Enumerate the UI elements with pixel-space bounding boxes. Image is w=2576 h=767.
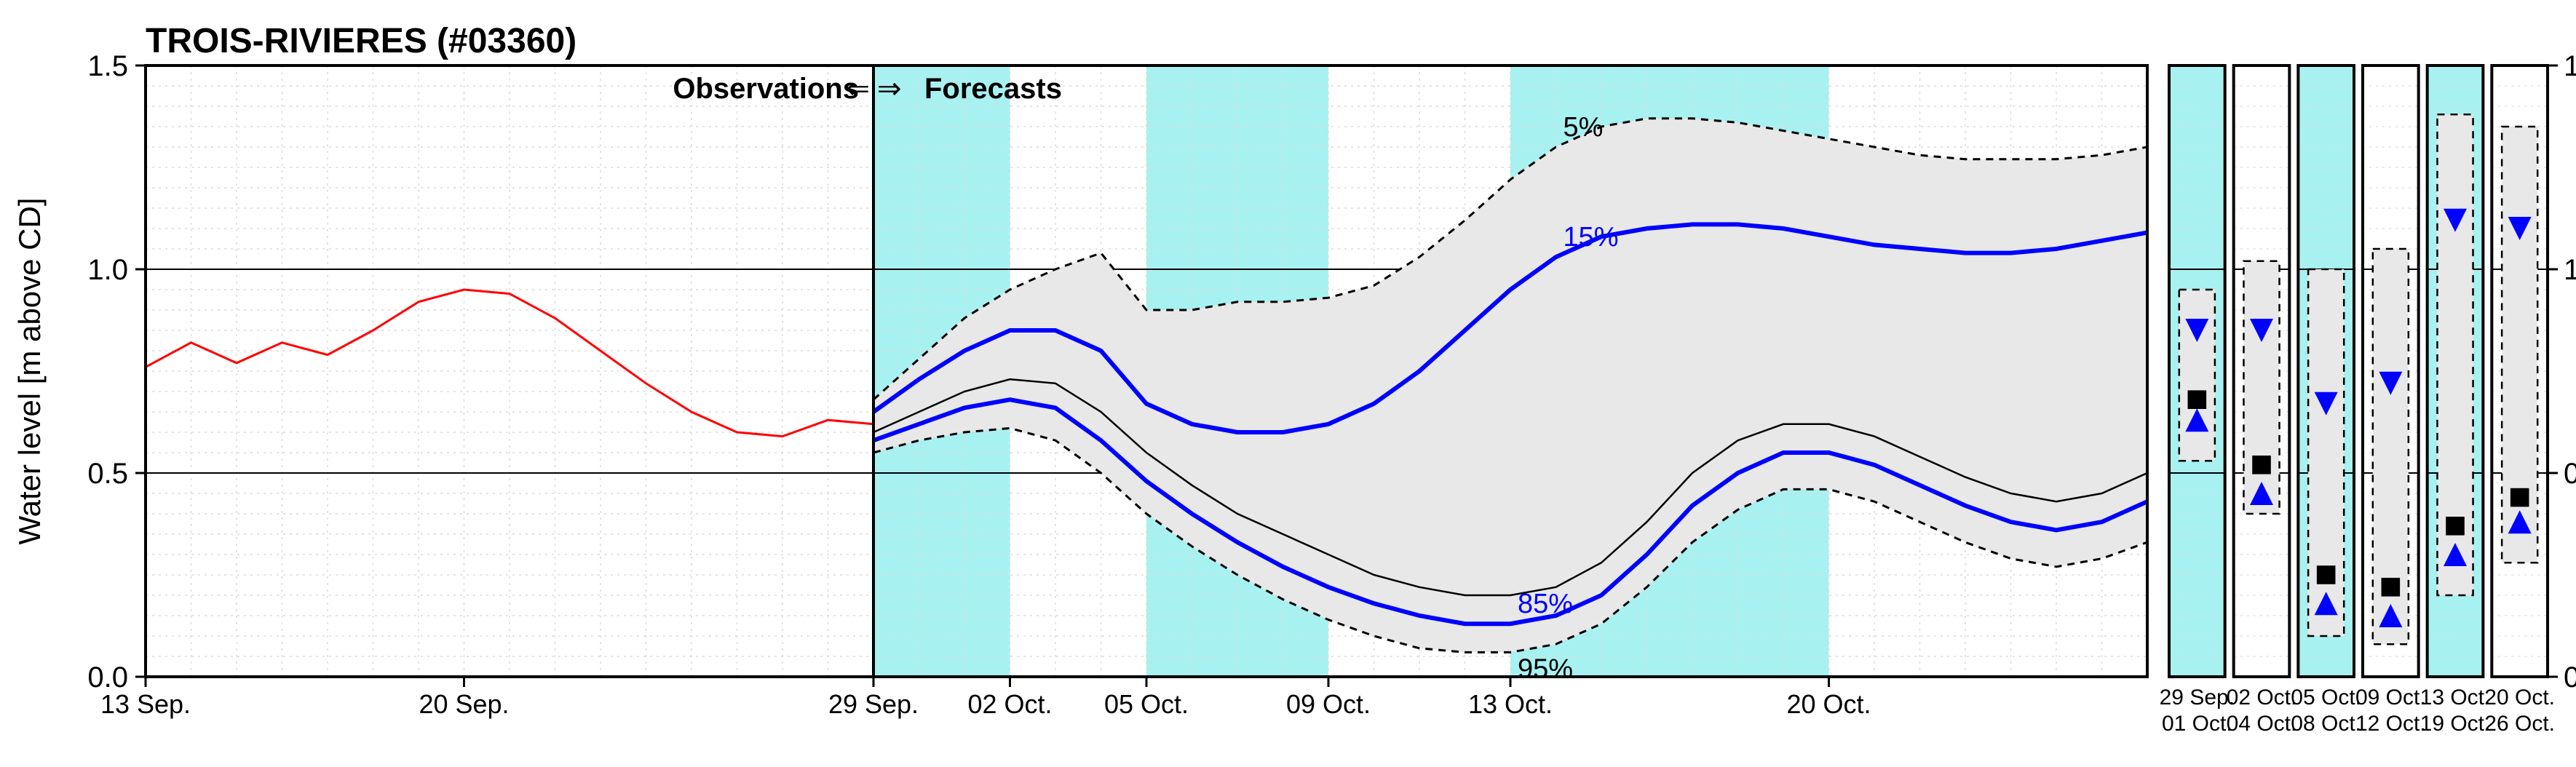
percentile-label: 85% [1518, 589, 1573, 619]
arrow-left-icon: ⇐ [845, 73, 870, 105]
x-tick-label: 13 Sep. [100, 689, 191, 719]
summary-panel: 05 Oct.08 Oct. [2291, 65, 2361, 736]
panel-date-end: 19 Oct. [2420, 712, 2491, 736]
panel-date-start: 02 Oct. [2227, 685, 2297, 710]
y-tick-label: 1.0 [87, 254, 128, 286]
x-tick-label: 02 Oct. [967, 689, 1052, 719]
x-tick-label: 20 Oct. [1786, 689, 1871, 719]
square-marker-icon [2317, 565, 2336, 584]
panel-date-end: 26 Oct. [2484, 712, 2555, 736]
x-tick-label: 09 Oct. [1286, 689, 1371, 719]
panel-date-end: 04 Oct. [2227, 712, 2297, 736]
y-tick-label-right: 0.5 [2564, 458, 2576, 490]
panel-range-box [2243, 261, 2279, 514]
percentile-label: 95% [1518, 653, 1573, 684]
observations-label: Observations [673, 73, 859, 105]
panel-range-box [2179, 290, 2215, 461]
square-marker-icon [2188, 390, 2207, 409]
panel-date-start: 13 Oct. [2420, 685, 2491, 710]
y-tick-label-right: 1.0 [2564, 254, 2576, 286]
panel-date-end: 08 Oct. [2291, 712, 2361, 736]
panel-date-end: 01 Oct. [2162, 712, 2232, 736]
arrow-right-icon: ⇒ [877, 73, 902, 105]
panel-date-start: 05 Oct. [2291, 685, 2361, 710]
y-tick-label: 0.5 [87, 458, 128, 490]
y-tick-label-right: 0.0 [2564, 661, 2576, 694]
x-tick-label: 13 Oct. [1468, 689, 1553, 719]
y-tick-label: 1.5 [87, 50, 128, 82]
panel-date-start: 20 Oct. [2484, 685, 2555, 710]
percentile-label: 5% [1564, 112, 1604, 143]
square-marker-icon [2510, 488, 2529, 507]
x-tick-label: 05 Oct. [1104, 689, 1189, 719]
y-tick-label: 0.0 [87, 661, 128, 694]
forecasts-label: Forecasts [924, 73, 1062, 105]
chart-title: TROIS-RIVIERES (#03360) [146, 22, 576, 60]
y-axis-label: Water level [m above CD] [12, 198, 47, 545]
x-tick-label: 29 Sep. [828, 689, 919, 719]
percentile-label: 15% [1564, 222, 1619, 253]
panel-date-start: 09 Oct. [2355, 685, 2426, 710]
summary-panel: 13 Oct.19 Oct. [2420, 65, 2491, 736]
square-marker-icon [2382, 578, 2401, 597]
panel-date-end: 12 Oct. [2355, 712, 2426, 736]
square-marker-icon [2446, 517, 2465, 536]
square-marker-icon [2252, 456, 2271, 474]
summary-panel: 29 Sep.01 Oct. [2160, 65, 2235, 736]
x-tick-label: 20 Sep. [419, 689, 509, 719]
panel-date-start: 29 Sep. [2160, 685, 2235, 710]
y-tick-label-right: 1.5 [2564, 50, 2576, 82]
